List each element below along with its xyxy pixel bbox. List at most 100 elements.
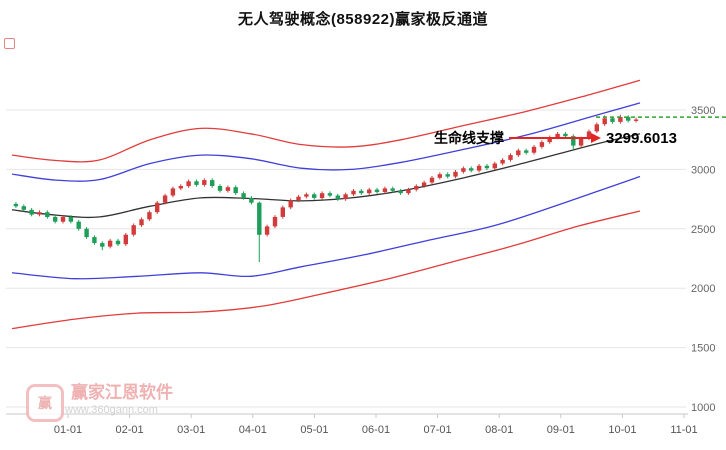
support-arrow-icon [509,133,601,143]
y-axis-label: 3500 [691,105,715,117]
brand-watermark: 赢 赢家江恩软件 www.360gann.com [26,383,173,422]
candle-body [555,133,560,138]
x-axis-label: 02-01 [116,424,144,436]
candle-body [586,131,592,139]
candle-body [618,117,623,122]
candle-body [76,221,81,229]
candle-body [202,180,207,185]
candle-body [319,193,325,198]
lifeline-price-value: 3299.6013 [606,129,677,147]
candle-body [421,182,427,187]
corner-marker-icon [4,38,15,49]
candle-body [37,212,42,215]
candle-body [233,187,238,194]
candle-body [257,202,262,235]
candle-body [390,188,395,191]
candle-body [327,193,333,196]
candle-body [351,190,356,195]
band-lower-blue [11,175,641,280]
candle-body [524,150,529,153]
x-axis-label: 07-01 [424,424,452,436]
candle-body [123,234,128,245]
x-axis-label: 03-01 [177,424,205,436]
candle-body [547,137,552,143]
band-upper-red [11,79,641,163]
candle-body [131,225,136,235]
candle-body [382,188,388,192]
candle-body [508,155,513,160]
candle-body [241,193,246,198]
candle-body [60,216,66,222]
candle-body [374,189,380,192]
candle-body [21,206,26,210]
candle-body [445,174,450,177]
lifeline-annotation: 生命线支撑 3299.6013 [434,128,677,148]
candle-body [578,138,584,146]
candle-body [563,133,568,137]
candle-body [343,194,348,200]
y-axis-label: 1500 [691,343,715,355]
candle-body [461,168,466,172]
candle-body [29,209,34,215]
candle-body [539,142,545,147]
candle-body [264,226,270,235]
candle-body [162,195,168,203]
candle-body [13,203,19,207]
candle-body [492,163,497,169]
candle-body [398,190,403,194]
band-lower-red [11,210,641,330]
y-axis-label: 1000 [691,402,715,414]
x-axis-label: 09-01 [547,424,575,436]
candle-body [531,146,537,153]
chart-title: 无人驾驶概念(858922)赢家极反通道 [237,11,489,28]
x-axis-label: 06-01 [362,424,390,436]
x-axis-label: 04-01 [239,424,267,436]
brand-url: www.360gann.com [65,403,158,416]
candle-body [312,194,317,198]
x-axis-label: 10-01 [608,424,636,436]
candle-body [186,181,191,187]
x-axis-label: 05-01 [300,424,328,436]
candle-body [602,118,607,125]
candle-body [155,202,160,213]
candle-body [516,150,521,156]
candle-body [272,216,278,227]
x-axis-label: 11-01 [670,424,697,436]
candle-body [225,187,231,191]
candle-body [100,243,105,247]
candle-body [469,168,474,171]
candle-body [335,195,340,200]
candle-body [170,188,176,196]
brand-logo-icon: 赢 [26,384,64,422]
y-axis-label: 2500 [691,224,715,236]
candle-body [147,212,152,220]
candle-body [500,159,505,164]
candle-body [139,219,144,226]
candle-body [249,197,254,203]
candle-body [217,186,223,191]
candle-body [194,181,199,185]
candle-body [296,196,301,201]
candle-body [178,186,183,189]
candle-body [288,200,293,208]
x-axis-label: 08-01 [485,424,513,436]
candle-body [571,136,576,146]
y-axis-label: 2000 [691,283,715,295]
candle-body [84,228,89,238]
candle-body [429,177,435,183]
candle-body [594,124,599,132]
candle-body [53,216,58,222]
candle-body [476,165,482,171]
brand-name: 赢家江恩软件 [71,383,173,402]
candle-body [406,189,411,194]
candle-body [280,207,285,217]
candle-body [45,212,50,217]
candle-body [304,194,309,197]
band-lifeline-mid-black [11,133,641,219]
candle-body [453,171,458,177]
candle-body [107,240,113,247]
candle-body [626,117,631,121]
x-axis-label: 01-01 [54,424,82,436]
